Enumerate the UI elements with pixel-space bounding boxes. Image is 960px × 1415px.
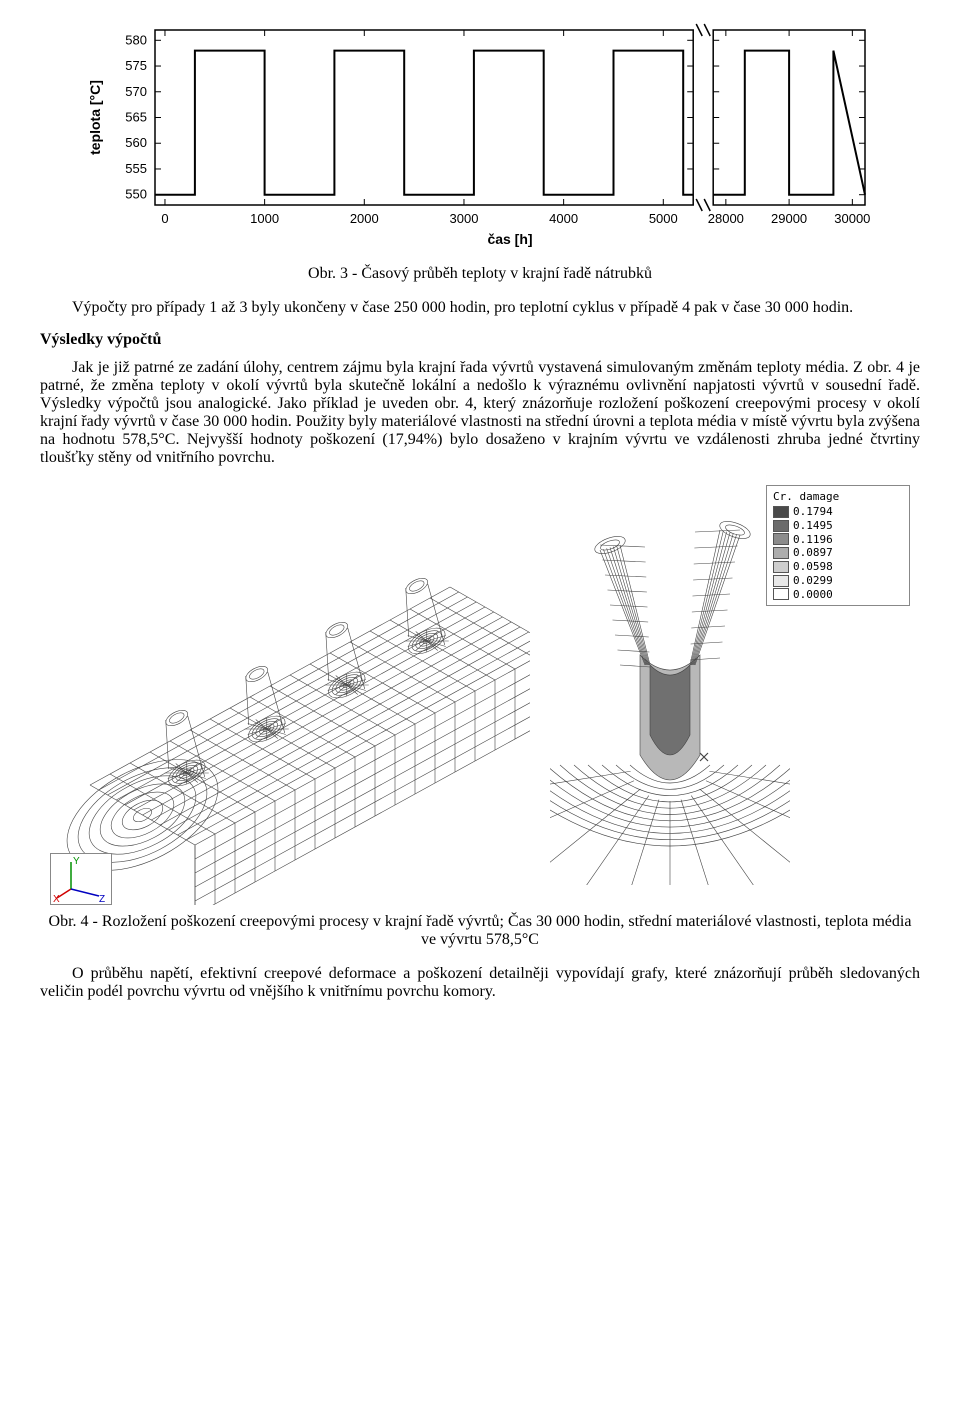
svg-text:29000: 29000 [771, 211, 807, 226]
svg-text:1000: 1000 [250, 211, 279, 226]
paragraph-2: Jak je již patrné ze zadání úlohy, centr… [40, 359, 920, 467]
svg-text:4000: 4000 [549, 211, 578, 226]
svg-text:555: 555 [125, 161, 147, 176]
mesh-chamber [50, 485, 530, 905]
figure-4-caption: Obr. 4 - Rozložení poškození creepovými … [40, 913, 920, 949]
svg-text:5000: 5000 [649, 211, 678, 226]
svg-text:Y: Y [73, 856, 80, 867]
svg-text:560: 560 [125, 135, 147, 150]
paragraph-3: O průběhu napětí, efektivní creepové def… [40, 965, 920, 1001]
section-heading-results: Výsledky výpočtů [40, 331, 920, 349]
svg-text:0: 0 [161, 211, 168, 226]
svg-text:28000: 28000 [708, 211, 744, 226]
legend-row: 0.1794 [773, 505, 903, 519]
svg-text:550: 550 [125, 187, 147, 202]
legend-row: 0.0299 [773, 574, 903, 588]
chart-svg: 550 555 560 565 570 575 580 0 1000 2000 3000 4000 50… [80, 20, 880, 250]
temperature-time-chart: 550 555 560 565 570 575 580 0 1000 2000 3000 4000 50… [80, 20, 880, 255]
axis-triad: X Y Z [50, 853, 112, 905]
svg-text:575: 575 [125, 58, 147, 73]
svg-text:Z: Z [99, 894, 105, 904]
damage-legend: Cr. damage 0.17940.14950.11960.08970.059… [766, 485, 910, 606]
mesh-nozzle-svg [550, 505, 790, 885]
svg-text:teplota [°C]: teplota [°C] [87, 80, 103, 155]
legend-row: 0.1495 [773, 519, 903, 533]
mesh-chamber-svg [50, 485, 530, 905]
legend-row: 0.0000 [773, 588, 903, 602]
svg-text:565: 565 [125, 110, 147, 125]
paragraph-1: Výpočty pro případy 1 až 3 byly ukončeny… [40, 299, 920, 317]
legend-row: 0.0598 [773, 560, 903, 574]
svg-text:3000: 3000 [450, 211, 479, 226]
svg-text:X: X [53, 894, 60, 904]
legend-row: 0.1196 [773, 533, 903, 547]
svg-text:30000: 30000 [834, 211, 870, 226]
figure-3-caption: Obr. 3 - Časový průběh teploty v krajní … [40, 265, 920, 283]
svg-text:570: 570 [125, 84, 147, 99]
mesh-nozzle-detail [550, 505, 790, 885]
legend-title: Cr. damage [773, 490, 903, 503]
axis-triad-svg: X Y Z [51, 854, 111, 904]
fem-figure: Cr. damage 0.17940.14950.11960.08970.059… [50, 485, 910, 905]
svg-text:čas [h]: čas [h] [487, 231, 532, 247]
svg-text:580: 580 [125, 32, 147, 47]
svg-text:2000: 2000 [350, 211, 379, 226]
legend-row: 0.0897 [773, 546, 903, 560]
